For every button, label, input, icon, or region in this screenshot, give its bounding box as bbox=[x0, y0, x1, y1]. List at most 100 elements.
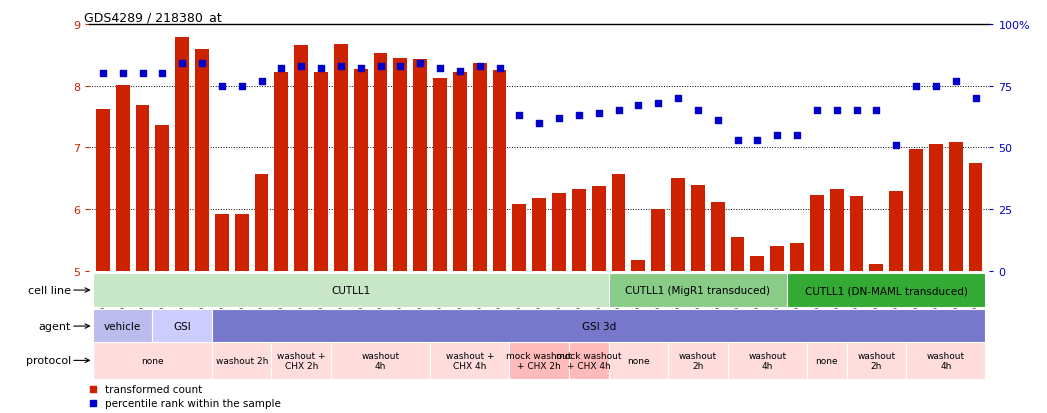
Bar bbox=[274, 73, 288, 271]
Bar bbox=[807, 342, 847, 379]
Point bbox=[451, 68, 468, 75]
Bar bbox=[572, 189, 586, 271]
Text: washout +
CHX 2h: washout + CHX 2h bbox=[277, 351, 326, 370]
Bar bbox=[394, 59, 407, 271]
Point bbox=[273, 66, 290, 72]
Point bbox=[788, 133, 805, 139]
Point bbox=[431, 66, 448, 72]
Point bbox=[709, 118, 726, 124]
Bar bbox=[552, 194, 566, 271]
Text: washout +
CHX 4h: washout + CHX 4h bbox=[446, 351, 494, 370]
Point bbox=[571, 113, 587, 119]
Point bbox=[253, 78, 270, 85]
Bar bbox=[93, 309, 153, 343]
Point bbox=[948, 78, 964, 85]
Bar bbox=[847, 342, 906, 379]
Bar bbox=[430, 342, 510, 379]
Point bbox=[630, 103, 647, 109]
Text: GSI: GSI bbox=[174, 321, 192, 331]
Bar bbox=[510, 342, 569, 379]
Point bbox=[848, 108, 865, 114]
Bar bbox=[235, 215, 248, 271]
Bar bbox=[651, 210, 665, 271]
Point bbox=[233, 83, 250, 90]
Point bbox=[591, 110, 607, 117]
Point bbox=[511, 113, 528, 119]
Bar bbox=[569, 342, 608, 379]
Point bbox=[531, 120, 548, 127]
Bar bbox=[849, 196, 864, 271]
Point bbox=[313, 66, 330, 72]
Text: none: none bbox=[627, 356, 650, 365]
Point bbox=[491, 66, 508, 72]
Text: washout
4h: washout 4h bbox=[927, 351, 965, 370]
Text: CUTLL1: CUTLL1 bbox=[331, 285, 371, 295]
Point bbox=[610, 108, 627, 114]
Point bbox=[888, 142, 905, 149]
Bar bbox=[93, 273, 608, 307]
Bar bbox=[294, 46, 308, 271]
Bar bbox=[136, 106, 150, 271]
Bar bbox=[611, 175, 625, 271]
Bar bbox=[968, 164, 982, 271]
Bar bbox=[608, 342, 668, 379]
Bar bbox=[631, 260, 645, 271]
Point bbox=[194, 61, 210, 68]
Bar bbox=[751, 256, 764, 271]
Point bbox=[114, 71, 131, 77]
Point bbox=[670, 95, 687, 102]
Bar bbox=[195, 50, 209, 271]
Bar bbox=[211, 342, 271, 379]
Bar bbox=[211, 309, 985, 343]
Bar bbox=[532, 199, 547, 271]
Point bbox=[768, 133, 785, 139]
Text: percentile rank within the sample: percentile rank within the sample bbox=[105, 399, 281, 408]
Bar bbox=[869, 264, 884, 271]
Point bbox=[650, 100, 667, 107]
Point bbox=[967, 95, 984, 102]
Point bbox=[353, 66, 370, 72]
Point bbox=[690, 108, 707, 114]
Text: cell line: cell line bbox=[28, 285, 71, 295]
Point bbox=[214, 83, 230, 90]
Bar bbox=[453, 73, 467, 271]
Bar bbox=[473, 64, 487, 271]
Point bbox=[85, 385, 102, 392]
Point bbox=[808, 108, 825, 114]
Point bbox=[392, 63, 408, 70]
Text: CUTLL1 (DN-MAML transduced): CUTLL1 (DN-MAML transduced) bbox=[805, 285, 967, 295]
Bar bbox=[215, 214, 229, 271]
Text: none: none bbox=[141, 356, 163, 365]
Bar bbox=[671, 179, 685, 271]
Text: vehicle: vehicle bbox=[104, 321, 141, 331]
Text: transformed count: transformed count bbox=[105, 384, 202, 394]
Point bbox=[928, 83, 944, 90]
Bar bbox=[668, 342, 728, 379]
Text: agent: agent bbox=[39, 321, 71, 331]
Text: mock washout
+ CHX 2h: mock washout + CHX 2h bbox=[507, 351, 572, 370]
Bar bbox=[374, 54, 387, 271]
Point bbox=[372, 63, 388, 70]
Bar bbox=[906, 342, 985, 379]
Point bbox=[174, 61, 191, 68]
Text: GDS4289 / 218380_at: GDS4289 / 218380_at bbox=[85, 11, 222, 24]
Bar bbox=[254, 175, 268, 271]
Point bbox=[828, 108, 845, 114]
Bar bbox=[271, 342, 331, 379]
Point bbox=[293, 63, 310, 70]
Bar bbox=[153, 309, 211, 343]
Text: washout
4h: washout 4h bbox=[749, 351, 786, 370]
Bar bbox=[830, 190, 844, 271]
Text: washout
4h: washout 4h bbox=[361, 351, 400, 370]
Text: CUTLL1 (MigR1 transduced): CUTLL1 (MigR1 transduced) bbox=[625, 285, 771, 295]
Text: washout
2h: washout 2h bbox=[857, 351, 895, 370]
Text: none: none bbox=[816, 356, 838, 365]
Bar bbox=[433, 78, 447, 271]
Bar bbox=[354, 70, 367, 271]
Bar bbox=[810, 195, 824, 271]
Point bbox=[471, 63, 488, 70]
Bar bbox=[492, 71, 507, 271]
Point bbox=[868, 108, 885, 114]
Bar bbox=[175, 38, 190, 271]
Bar bbox=[790, 244, 804, 271]
